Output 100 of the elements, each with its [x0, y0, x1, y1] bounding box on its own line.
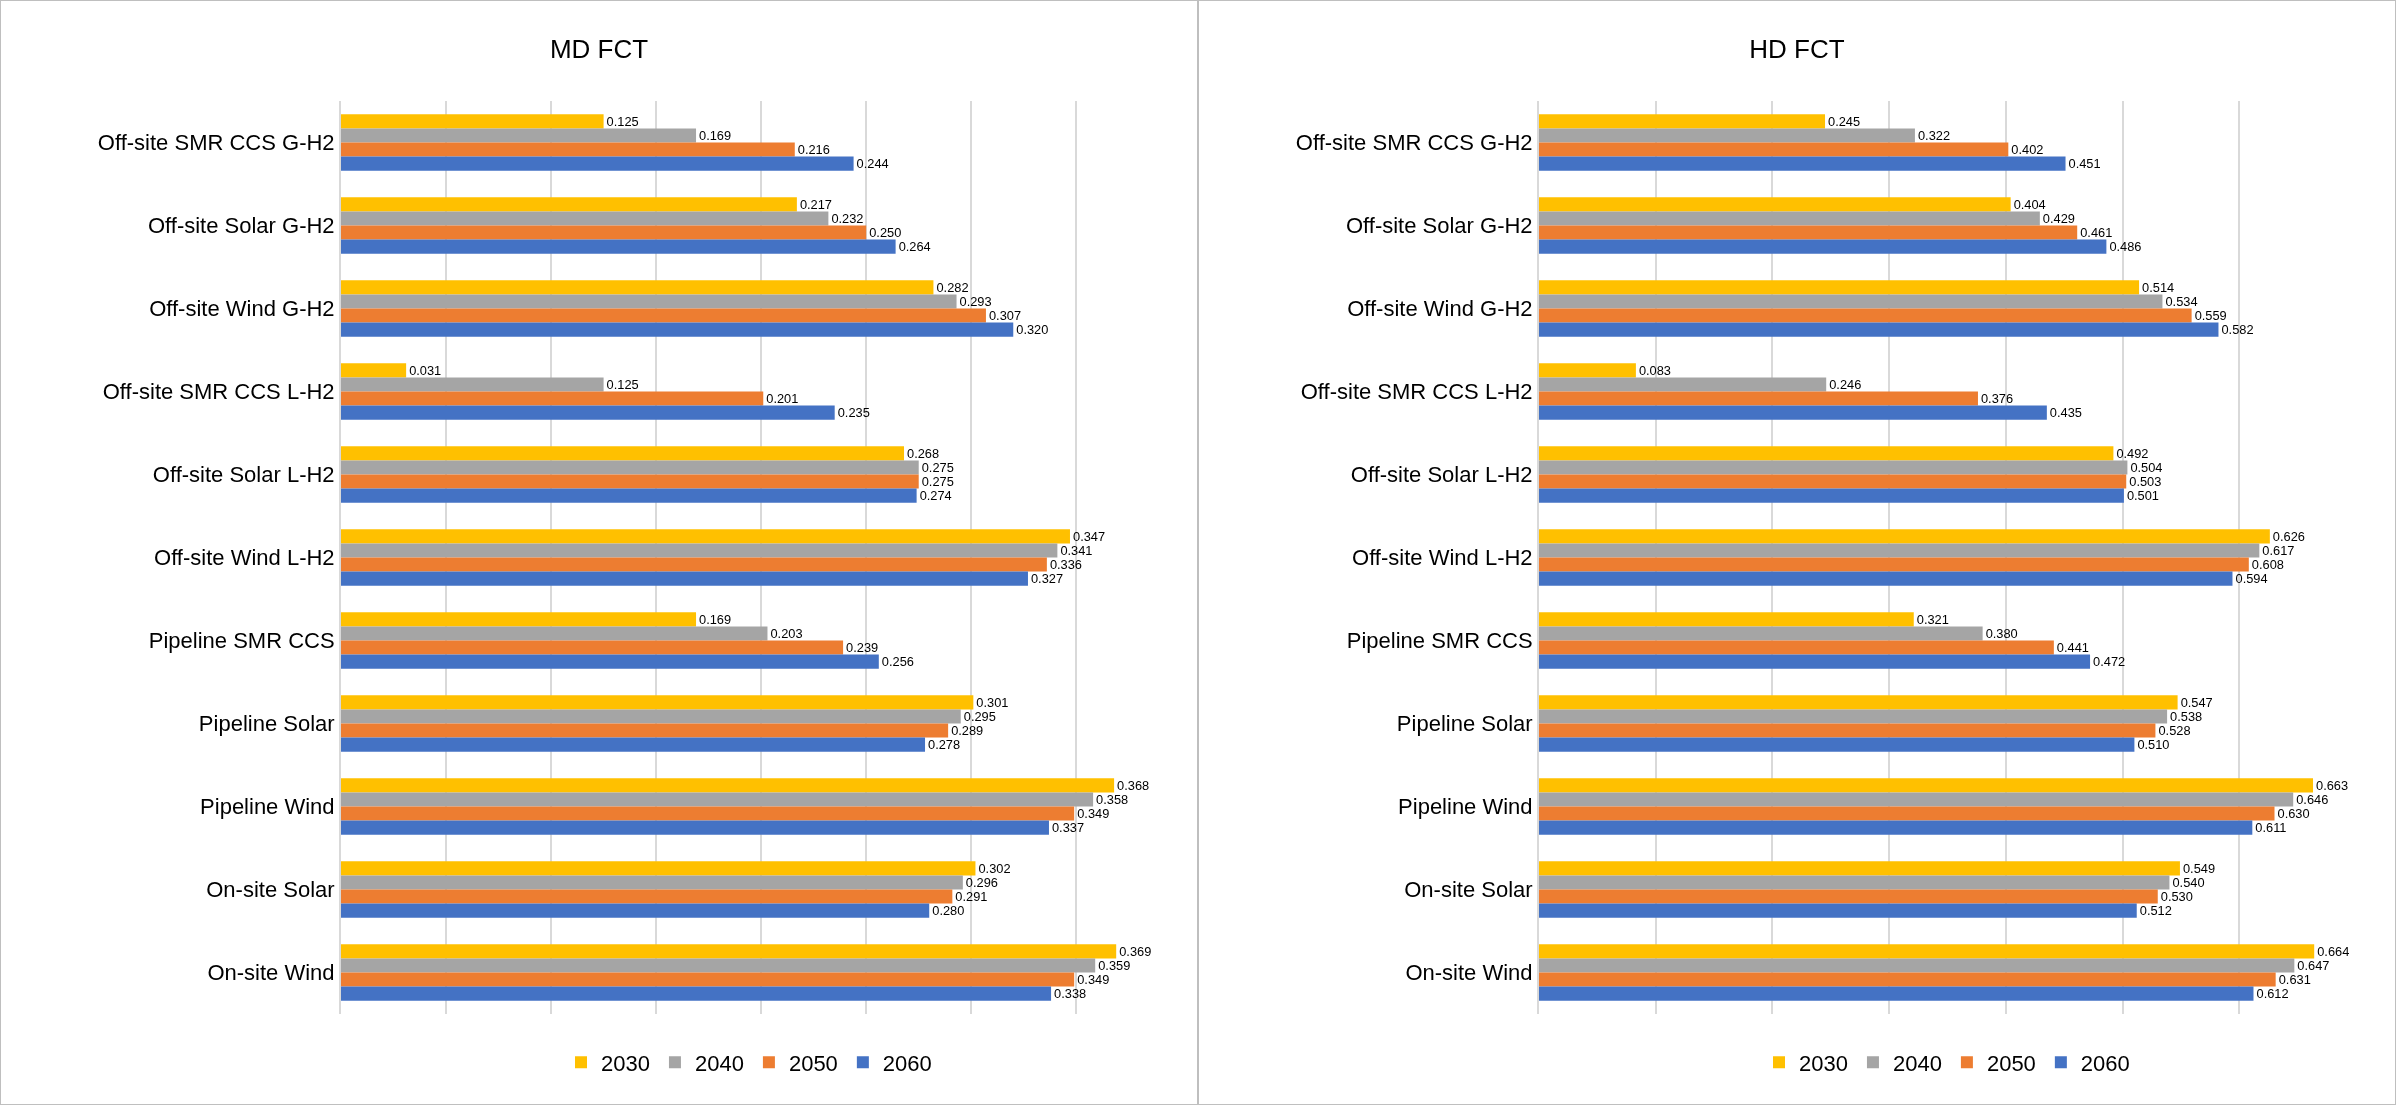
bar — [1539, 529, 2270, 544]
bar — [1539, 294, 2163, 309]
bar — [341, 889, 953, 904]
bar — [1539, 709, 2168, 724]
bar — [1539, 156, 2066, 171]
data-label: 0.534 — [2165, 293, 2198, 309]
bar — [1539, 377, 1827, 392]
bar — [341, 778, 1115, 793]
y-tick-label: Pipeline Wind — [1398, 794, 1533, 820]
data-label: 0.280 — [932, 903, 965, 919]
bar — [341, 626, 768, 641]
bar — [341, 972, 1075, 987]
legend-label: 2040 — [694, 1050, 744, 1076]
bar — [341, 529, 1070, 544]
y-tick-label: Off-site Solar G-H2 — [147, 213, 335, 239]
data-label: 0.169 — [699, 127, 732, 143]
y-tick-label: Off-site SMR CCS L-H2 — [1300, 379, 1533, 405]
data-label: 0.349 — [1077, 806, 1110, 822]
data-label: 0.274 — [919, 488, 952, 504]
data-label: 0.594 — [2235, 571, 2268, 587]
bar — [341, 571, 1028, 586]
bar — [341, 792, 1094, 807]
bar — [1539, 239, 2107, 254]
data-label: 0.617 — [2262, 542, 2295, 558]
bar — [341, 944, 1117, 959]
legend-label: 2050 — [1986, 1050, 2036, 1076]
data-label: 0.301 — [976, 694, 1009, 710]
y-tick-label: Pipeline SMR CCS — [1346, 628, 1533, 654]
data-label: 0.369 — [1119, 943, 1152, 959]
bar — [1539, 460, 2128, 475]
data-label: 0.321 — [1916, 611, 1949, 627]
data-label: 0.376 — [1980, 391, 2014, 407]
data-label: 0.125 — [606, 376, 639, 392]
data-label: 0.472 — [2093, 654, 2126, 670]
bar — [341, 543, 1058, 558]
y-tick-label: Pipeline Solar — [1396, 711, 1533, 737]
bar — [1539, 405, 2047, 420]
bar — [1539, 308, 2192, 323]
data-label: 0.611 — [2255, 820, 2287, 836]
data-label: 0.125 — [606, 113, 639, 129]
data-label: 0.528 — [2158, 723, 2191, 739]
bar — [1539, 875, 2170, 890]
data-label: 0.296 — [965, 874, 998, 890]
data-label: 0.291 — [955, 889, 988, 905]
legend-label: 2040 — [1892, 1050, 1942, 1076]
data-label: 0.547 — [2180, 694, 2213, 710]
data-label: 0.349 — [1077, 972, 1110, 988]
bar — [341, 460, 919, 475]
bar — [341, 654, 879, 669]
data-label: 0.441 — [2056, 640, 2089, 656]
bar — [341, 640, 844, 655]
data-label: 0.435 — [2049, 405, 2082, 421]
data-label: 0.549 — [2182, 860, 2216, 876]
data-label: 0.235 — [837, 405, 870, 421]
bar — [1539, 225, 2078, 240]
legend-label: 2030 — [601, 1050, 650, 1076]
bar — [1539, 806, 2275, 821]
data-label: 0.664 — [2317, 943, 2350, 959]
bar — [341, 612, 697, 627]
data-label: 0.232 — [831, 210, 864, 226]
data-label: 0.341 — [1060, 542, 1093, 558]
y-tick-label: Off-site Wind G-H2 — [1347, 296, 1533, 322]
data-label: 0.203 — [770, 625, 803, 641]
legend-label: 2030 — [1799, 1050, 1848, 1076]
data-label: 0.510 — [2137, 737, 2170, 753]
data-label: 0.492 — [2116, 445, 2149, 461]
data-label: 0.268 — [907, 445, 940, 461]
data-label: 0.503 — [2129, 474, 2162, 490]
bar — [1539, 958, 2295, 973]
chart-title: HD FCT — [1749, 33, 1845, 64]
y-tick-label: Off-site Wind L-H2 — [154, 545, 335, 571]
data-label: 0.512 — [2139, 903, 2172, 919]
y-tick-label: Off-site Solar L-H2 — [1350, 462, 1533, 488]
bar — [341, 377, 604, 392]
data-label: 0.647 — [2297, 957, 2330, 973]
bar — [341, 903, 930, 918]
bar — [341, 363, 407, 378]
bar — [1539, 861, 2180, 876]
bar — [1539, 557, 2249, 572]
data-label: 0.275 — [921, 474, 954, 490]
data-label: 0.404 — [2013, 196, 2046, 212]
y-tick-label: Pipeline Solar — [198, 711, 335, 737]
y-tick-label: Off-site SMR CCS G-H2 — [1295, 130, 1533, 156]
data-label: 0.216 — [797, 142, 830, 158]
data-label: 0.514 — [2142, 279, 2175, 295]
bar — [1539, 142, 2009, 157]
bar — [341, 128, 697, 143]
data-label: 0.244 — [856, 156, 889, 172]
bar — [1539, 944, 2315, 959]
bar — [1539, 446, 2114, 461]
legend-label: 2060 — [882, 1050, 932, 1076]
bar — [341, 308, 986, 323]
bar — [341, 723, 949, 738]
data-label: 0.264 — [898, 239, 931, 255]
bar — [1539, 626, 1983, 641]
data-label: 0.245 — [1828, 113, 1861, 129]
data-label: 0.540 — [2172, 874, 2205, 890]
bar — [341, 197, 797, 212]
legend-label: 2050 — [788, 1050, 838, 1076]
data-label: 0.461 — [2080, 225, 2113, 241]
